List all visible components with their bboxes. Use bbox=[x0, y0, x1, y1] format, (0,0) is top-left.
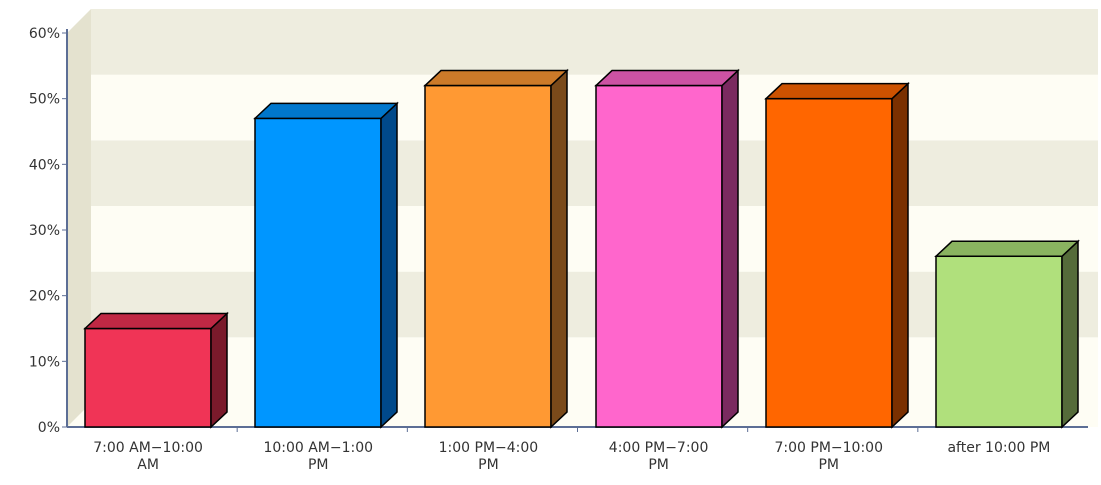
bar-top bbox=[594, 69, 740, 87]
y-tick-label: 40% bbox=[29, 157, 60, 173]
bar-side bbox=[1061, 239, 1079, 429]
x-tick-label: 7:00 AM−10:00 AM bbox=[93, 440, 203, 473]
bars bbox=[83, 68, 1080, 432]
x-tick-label: 4:00 PM−7:00 PM bbox=[609, 440, 709, 473]
bar-side bbox=[210, 311, 228, 429]
y-tick-label: 20% bbox=[29, 289, 60, 305]
bar-front bbox=[424, 84, 552, 428]
x-tick-label: 1:00 PM−4:00 PM bbox=[439, 440, 539, 473]
background-band bbox=[91, 74, 1098, 141]
bar-side bbox=[721, 68, 739, 429]
background-band bbox=[91, 140, 1098, 206]
bar-top bbox=[934, 240, 1080, 258]
bar-side bbox=[891, 81, 909, 429]
x-tick-label: 10:00 AM−1:00 PM bbox=[263, 440, 373, 473]
y-tick-label: 0% bbox=[38, 420, 60, 436]
y-tick-label: 50% bbox=[29, 92, 60, 108]
bar bbox=[83, 311, 229, 429]
bar-side bbox=[550, 68, 568, 429]
bar bbox=[253, 101, 399, 429]
bar-top bbox=[764, 82, 910, 100]
x-tick-label: 7:00 PM−10:00 PM bbox=[775, 440, 884, 473]
bar-top bbox=[83, 312, 229, 330]
y-tick-label: 30% bbox=[29, 223, 60, 239]
bar-top bbox=[423, 69, 569, 87]
bar bbox=[764, 81, 910, 429]
bar-top bbox=[253, 102, 399, 120]
bar-front bbox=[595, 84, 723, 428]
x-axis-labels: 7:00 AM−10:00 AM 10:00 AM−1:00 PM 1:00 PM−4:… bbox=[93, 440, 1050, 473]
bar-front bbox=[935, 255, 1063, 428]
x-tick-label: after 10:00 PM bbox=[947, 440, 1050, 456]
bar-front bbox=[254, 117, 382, 428]
background-band bbox=[91, 9, 1098, 75]
y-tick-label: 10% bbox=[29, 354, 60, 370]
side-wall bbox=[67, 9, 91, 427]
y-axis-ticks: 0% 10% 20% 30% 40% 50% 60% bbox=[29, 26, 67, 436]
bar-front bbox=[84, 327, 212, 428]
bar-side bbox=[380, 101, 398, 429]
bar bbox=[423, 68, 569, 429]
y-tick-label: 60% bbox=[29, 26, 60, 42]
bar-front bbox=[765, 97, 893, 428]
bar bbox=[594, 68, 740, 429]
bar bbox=[934, 239, 1080, 429]
